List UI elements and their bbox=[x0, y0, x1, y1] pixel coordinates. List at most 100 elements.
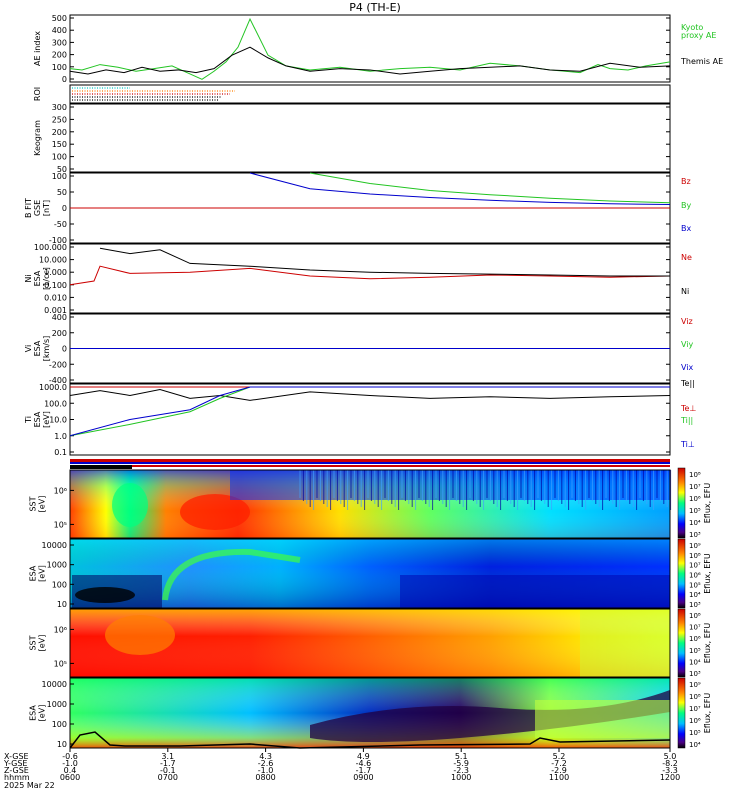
series-line bbox=[309, 172, 671, 204]
legend-entry: Ne bbox=[681, 253, 692, 262]
colorbar-label: Eflux, EFU bbox=[703, 693, 712, 734]
colorbar-tick-label: 10⁴ bbox=[689, 741, 701, 749]
colorbar-tick-label: 10⁹ bbox=[689, 681, 701, 689]
colorbar-tick-label: 10⁷ bbox=[689, 483, 701, 491]
y-tick-label: 500 bbox=[52, 14, 67, 23]
colorbar-tick-label: 10⁶ bbox=[689, 635, 701, 643]
spectrogram-frame bbox=[69, 677, 671, 749]
y-tick-label: 0.1 bbox=[54, 448, 67, 457]
x-tick-label: 0600 bbox=[60, 773, 80, 782]
y-tick-label: 10⁶ bbox=[54, 486, 67, 495]
status-bar-red bbox=[70, 459, 670, 462]
y-tick-label: 0 bbox=[62, 204, 67, 213]
colorbar-tick-label: 10⁷ bbox=[689, 562, 701, 570]
y-tick-label: 50 bbox=[57, 165, 67, 174]
series-line bbox=[69, 386, 670, 437]
x-tick-label: -1.7 bbox=[356, 766, 372, 775]
legend-entry: Viy bbox=[681, 340, 694, 349]
panel-ylabel: Keogram bbox=[33, 120, 42, 156]
y-tick-label: 0 bbox=[62, 75, 67, 84]
y-tick-label: 100 bbox=[52, 580, 67, 589]
legend-entry: Kyoto bbox=[681, 23, 703, 32]
y-tick-label: 400 bbox=[52, 313, 67, 322]
status-bar-red-2 bbox=[70, 465, 670, 467]
x-tick-label: -8.2 bbox=[662, 759, 678, 768]
x-row-label: 2025 Mar 22 bbox=[4, 781, 55, 790]
colorbar-tick-label: 10⁹ bbox=[689, 542, 701, 550]
y-tick-label: 100 bbox=[52, 172, 67, 181]
legend-entry: Te⊥ bbox=[680, 404, 696, 413]
colorbar-tick-label: 10⁴ bbox=[689, 519, 701, 527]
x-row-label: X-GSE bbox=[4, 752, 29, 761]
spectrogram-ylabel: ESA[eV] bbox=[29, 565, 47, 582]
panel-2: Keogram 300 250 200 150 100 50 bbox=[33, 103, 671, 174]
y-tick-label: 200 bbox=[52, 329, 67, 338]
y-tick-label: 200 bbox=[52, 128, 67, 137]
y-tick-label: 10000 bbox=[42, 541, 67, 550]
colorbar bbox=[677, 467, 686, 539]
panel-frame bbox=[69, 14, 671, 83]
y-tick-label: 200 bbox=[52, 51, 67, 60]
y-tick-label: 10 bbox=[57, 740, 67, 749]
colorbar-tick-label: 10⁴ bbox=[689, 658, 701, 666]
y-tick-label: 100 bbox=[52, 720, 67, 729]
y-tick-label: 1.000 bbox=[44, 268, 67, 277]
panel-frame bbox=[69, 84, 671, 104]
legend-entry: Ti|| bbox=[680, 416, 693, 425]
panel-ylabel: AE index bbox=[33, 31, 42, 66]
y-tick-label: 250 bbox=[52, 115, 67, 124]
y-tick-label: 300 bbox=[52, 103, 67, 112]
panel-frame bbox=[69, 383, 671, 456]
y-tick-label: 10⁶ bbox=[54, 625, 67, 634]
spectrogram-frame bbox=[69, 608, 671, 678]
panel-4: NiESA[1/cc] 100.000 10.000 1.000 0.100 0.010 0… bbox=[24, 243, 692, 315]
x-tick-label: -1.0 bbox=[258, 766, 274, 775]
y-tick-label: -50 bbox=[54, 220, 67, 229]
flux-feature bbox=[310, 690, 670, 742]
x-tick-label: 1000 bbox=[451, 773, 471, 782]
x-tick-label: 0700 bbox=[158, 773, 178, 782]
status-bar-blue bbox=[70, 462, 670, 464]
y-tick-label: 300 bbox=[52, 38, 67, 47]
x-tick-label: 3.1 bbox=[161, 752, 174, 761]
colorbar-tick-label: 10⁸ bbox=[689, 471, 701, 479]
y-tick-label: 10 bbox=[57, 600, 67, 609]
y-tick-label: 1000 bbox=[47, 561, 67, 570]
y-tick-label: 0 bbox=[62, 345, 67, 354]
legend-entry: By bbox=[681, 201, 691, 210]
flux-feature bbox=[162, 548, 301, 601]
y-tick-label: 1.0 bbox=[54, 432, 67, 441]
panel-3: B FITGSE[nT] 100 50 0 -50 -100 Bz By Bx bbox=[24, 172, 691, 245]
legend-entry: Viz bbox=[681, 317, 693, 326]
colorbar bbox=[677, 677, 686, 749]
y-tick-label: 0.010 bbox=[44, 293, 67, 302]
y-tick-label: 10000 bbox=[42, 680, 67, 689]
y-tick-label: 100.0 bbox=[44, 399, 67, 408]
panel-frame bbox=[69, 103, 671, 173]
spectrogram-ylabel: SST[eV] bbox=[29, 496, 47, 513]
x-tick-label: 1200 bbox=[660, 773, 680, 782]
colorbar-tick-label: 10⁶ bbox=[689, 717, 701, 725]
y-tick-label: 10⁵ bbox=[54, 520, 67, 529]
x-tick-label: 4.3 bbox=[259, 752, 272, 761]
series-line bbox=[99, 247, 670, 277]
x-tick-label: -0.6 bbox=[62, 752, 78, 761]
flux-feature bbox=[105, 615, 175, 655]
series-line bbox=[69, 386, 670, 437]
x-tick-label: 0800 bbox=[255, 773, 275, 782]
mode-bar bbox=[70, 465, 132, 469]
legend-entry: Themis AE bbox=[680, 57, 723, 66]
panel-ylabel: NiESA[1/cc] bbox=[24, 267, 51, 290]
y-tick-label: 50 bbox=[57, 188, 67, 197]
spectrogram-ylabel: ESA[eV] bbox=[29, 705, 47, 722]
series-line bbox=[69, 389, 671, 401]
colorbar bbox=[677, 538, 686, 609]
x-tick-label: 1100 bbox=[549, 773, 569, 782]
x-tick-label: 5.0 bbox=[664, 752, 677, 761]
colorbar-tick-label: 10⁷ bbox=[689, 624, 701, 632]
flux-feature bbox=[400, 575, 670, 608]
